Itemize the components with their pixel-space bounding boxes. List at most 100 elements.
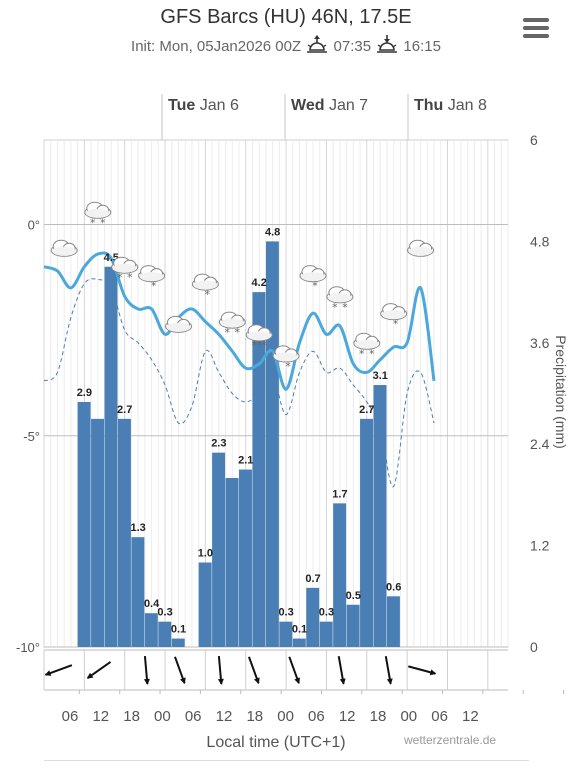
x-tick-label: 00: [400, 708, 417, 725]
precip-bar: [131, 537, 145, 647]
chart-axes: 0° -5° -10° 6 4.8 3.6 2.4 1.2 0 Precipitation (mm…: [16, 94, 569, 725]
precip-bar-label: 0.3: [278, 607, 293, 619]
svg-text:*: *: [251, 339, 257, 352]
light-snow-icon: *: [299, 265, 327, 293]
precip-bar: [104, 266, 118, 647]
x-tick-label: 00: [154, 708, 171, 725]
precip-bar-label: 0.7: [305, 573, 320, 585]
precip-bar: [252, 292, 266, 647]
snow-icon: * *: [218, 311, 246, 339]
temp-tick-label: -5°: [23, 429, 40, 444]
precip-bar-label: 4.8: [265, 226, 280, 238]
svg-text:*: *: [127, 271, 133, 284]
x-tick-label: 06: [185, 708, 202, 725]
footer-divider: [44, 760, 529, 769]
precip-bar: [239, 469, 252, 647]
temperature-line: [43, 251, 436, 391]
precip-tick-label: 6: [530, 132, 538, 148]
precip-bar: [346, 604, 360, 647]
sunset-icon: [375, 35, 399, 59]
wind-arrow-icon: [337, 656, 346, 685]
precip-axis-label: Precipitation (mm): [553, 335, 569, 449]
precip-bar-label: 4.2: [252, 277, 267, 289]
precip-bar-label: 0.5: [346, 590, 361, 602]
wind-arrow-icon: [44, 664, 73, 676]
temp-tick-label: -10°: [16, 640, 40, 655]
precip-bar-label: 3.1: [373, 370, 388, 382]
precip-bar: [225, 478, 239, 647]
precip-tick-label: 1.2: [530, 538, 550, 554]
wind-arrow-icon: [248, 656, 260, 685]
precip-bar: [319, 621, 333, 647]
x-tick-label: 12: [339, 708, 356, 725]
precip-bar-label: 2.7: [117, 404, 132, 416]
wind-arrow-icon: [86, 661, 112, 679]
precip-bar-label: 0.6: [386, 581, 401, 593]
precip-bar: [292, 638, 306, 647]
sunrise-icon: [305, 35, 329, 59]
precip-bar: [158, 621, 172, 647]
svg-text:*: *: [359, 347, 365, 360]
sunset-time: 16:15: [403, 38, 441, 55]
init-info: Init: Mon, 05Jan2026 00Z 07:35 16:15: [0, 35, 572, 59]
svg-text:*: *: [285, 360, 291, 373]
light-snow-icon: *: [138, 265, 166, 293]
heavy-snow-icon: * * *: [245, 324, 273, 352]
precip-bars: [77, 241, 400, 647]
precip-tick-label: 4.8: [530, 233, 550, 249]
x-tick-label: 12: [462, 708, 479, 725]
credits-link[interactable]: wetterzentrale.de: [404, 733, 497, 747]
wind-arrow-icon: [217, 655, 224, 685]
svg-text:*: *: [235, 326, 241, 339]
snow-icon: * *: [84, 201, 112, 229]
svg-text:*: *: [100, 216, 106, 229]
svg-text:*: *: [90, 216, 96, 229]
precip-bar-label: 1.7: [332, 488, 347, 500]
precip-tick-label: 2.4: [530, 436, 550, 452]
precip-bar-label: 0.3: [319, 607, 334, 619]
x-tick-label: 12: [92, 708, 109, 725]
x-tick-label: 18: [123, 708, 140, 725]
day-label: Wed Jan 7: [291, 97, 368, 114]
x-axis-label: Local time (UTC+1): [206, 734, 346, 751]
precip-bar: [306, 587, 320, 647]
wind-arrow-icon: [288, 656, 300, 685]
svg-text:*: *: [393, 318, 399, 331]
precip-bar: [171, 638, 185, 647]
precip-bar-label: 2.1: [238, 455, 253, 467]
precip-bar-label: 2.3: [211, 438, 226, 450]
chart-title: GFS Barcs (HU) 46N, 17.5E: [160, 6, 412, 28]
precip-bar-label: 0.1: [171, 624, 186, 636]
precip-bar-label: 1.0: [198, 548, 213, 560]
svg-text:*: *: [342, 301, 348, 314]
precip-bar: [360, 418, 374, 647]
svg-text:*: *: [256, 339, 262, 352]
light-snow-icon: *: [272, 345, 300, 373]
wind-arrows: [43, 649, 508, 691]
precip-bar: [144, 613, 158, 647]
svg-text:*: *: [205, 288, 211, 301]
wind-arrow-icon: [408, 665, 437, 676]
precip-bar: [373, 385, 387, 647]
wind-arrow-icon: [384, 656, 393, 685]
x-tick-label: 18: [370, 708, 387, 725]
svg-text:*: *: [225, 326, 231, 339]
wind-arrow-icon: [174, 656, 186, 685]
hamburger-menu-icon[interactable]: [523, 18, 549, 40]
precip-bar: [198, 562, 212, 647]
snow-icon: * *: [353, 332, 381, 360]
precip-bar: [333, 503, 347, 647]
weather-icons: * ** **** ** * **** ** **: [50, 201, 435, 373]
precip-bar-label: 0.3: [157, 607, 172, 619]
precip-bar: [386, 596, 400, 647]
svg-text:*: *: [117, 271, 123, 284]
snow-icon: * *: [111, 256, 139, 284]
precip-bar: [212, 452, 226, 647]
precip-bar-label: 1.3: [130, 522, 145, 534]
sunrise-time: 07:35: [333, 38, 372, 55]
x-tick-label: 06: [308, 708, 325, 725]
snow-icon: * *: [326, 286, 354, 314]
dewpoint-line: [43, 278, 435, 487]
day-label: Thu Jan 8: [414, 97, 487, 114]
